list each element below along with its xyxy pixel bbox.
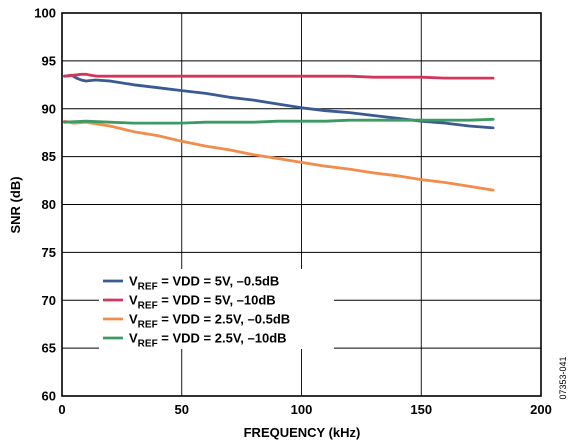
y-tick-label: 70 [42,293,56,308]
y-tick-label: 60 [42,389,56,404]
series-line-2 [63,72,495,80]
y-axis-label: SNR (dB) [8,176,23,233]
x-tick-label: 0 [58,402,65,417]
legend-label-1: VREF = VDD = 5V, –0.5dB [129,274,279,293]
y-tick-label: 65 [42,341,56,356]
x-tick-label: 100 [291,402,313,417]
series-line-4 [63,117,495,125]
x-tick-label: 50 [175,402,189,417]
y-tick-label: 90 [42,101,56,116]
y-tick-label: 95 [42,53,56,68]
series-layer [63,72,495,192]
x-tick-label: 150 [410,402,432,417]
legend-label-2: VREF = VDD = 5V, –10dB [129,293,276,312]
series-line-3 [63,119,495,192]
x-tick-label: 200 [530,402,552,417]
legend-label-4: VREF = VDD = 2.5V, –10dB [129,331,287,350]
legend-box [99,269,334,349]
plot-frame [61,12,542,397]
x-axis-label: FREQUENCY (kHz) [244,425,361,440]
y-tick-label: 100 [34,6,56,21]
y-tick-labels: 60 65 70 75 80 85 90 95 100 [34,6,56,404]
x-tick-labels: 0 50 100 150 200 [58,402,551,417]
y-tick-label: 80 [42,197,56,212]
legend-label-3: VREF = VDD = 2.5V, –0.5dB [129,312,290,331]
figure-id: 07353-041 [558,356,568,399]
y-tick-label: 75 [42,245,56,260]
y-tick-label: 85 [42,149,56,164]
